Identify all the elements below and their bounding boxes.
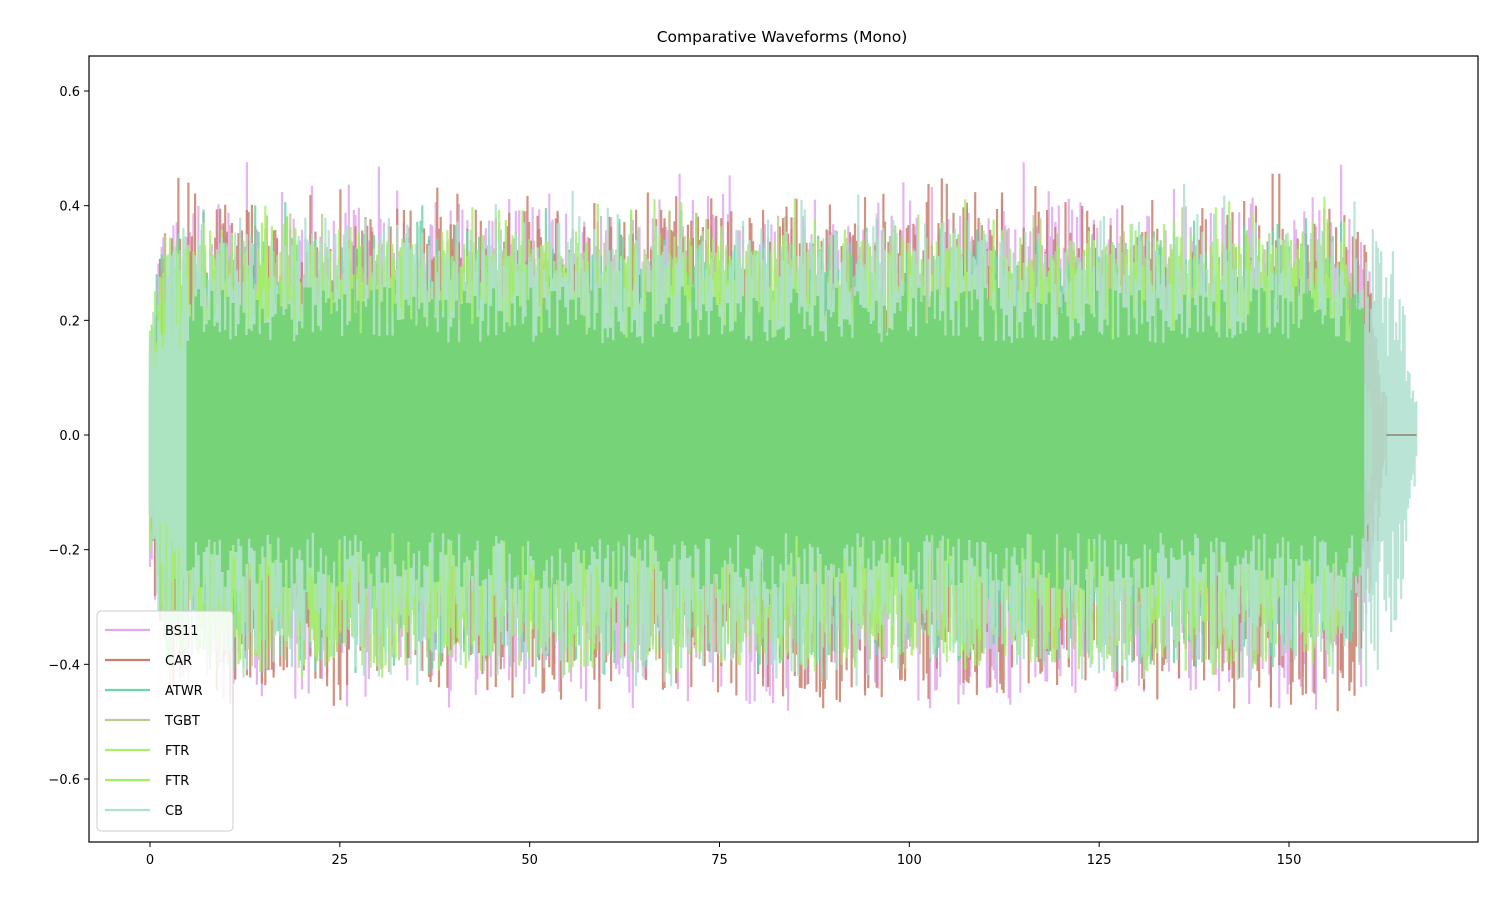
y-axis: 0.6 0.4 0.2 0.0 −0.2 −0.4 −0.6 (48, 85, 89, 788)
legend-label: ATWR (165, 684, 203, 699)
legend-label: TGBT (164, 714, 200, 729)
legend-label: CAR (165, 654, 192, 669)
y-tick-label: −0.4 (48, 658, 80, 673)
y-tick-label: 0.2 (59, 314, 80, 329)
y-tick-label: −0.2 (48, 544, 80, 559)
y-tick-label: −0.6 (48, 773, 80, 788)
plot-area (148, 162, 1418, 712)
x-tick-label: 150 (1277, 853, 1302, 868)
dense-overlap-band (186, 286, 1365, 590)
x-tick-label: 100 (897, 853, 922, 868)
axes-frame (88, 55, 1479, 843)
legend-item: CAR (105, 654, 192, 669)
x-tick-label: 25 (332, 853, 349, 868)
legend-item: CB (105, 804, 183, 819)
legend-item: TGBT (105, 714, 200, 729)
legend-label: FTR (165, 774, 189, 789)
chart-title: Comparative Waveforms (Mono) (657, 28, 908, 46)
legend-item: FTR (105, 744, 189, 759)
x-axis: 0 25 50 75 100 125 150 (146, 842, 1302, 868)
x-tick-label: 125 (1087, 853, 1112, 868)
legend-label: CB (165, 804, 183, 819)
x-tick-label: 75 (711, 853, 728, 868)
x-tick-label: 50 (521, 853, 538, 868)
legend-label: BS11 (165, 624, 198, 639)
y-tick-label: 0.6 (59, 85, 80, 100)
legend-label: FTR (165, 744, 189, 759)
legend: BS11 CAR ATWR TGBT FTR FTR CB (96, 610, 234, 832)
legend-item: ATWR (105, 684, 203, 699)
legend-item: BS11 (105, 624, 198, 639)
y-tick-label: 0.4 (59, 200, 80, 215)
legend-item: FTR (105, 774, 189, 789)
y-tick-label: 0.0 (59, 429, 80, 444)
x-tick-label: 0 (146, 853, 154, 868)
